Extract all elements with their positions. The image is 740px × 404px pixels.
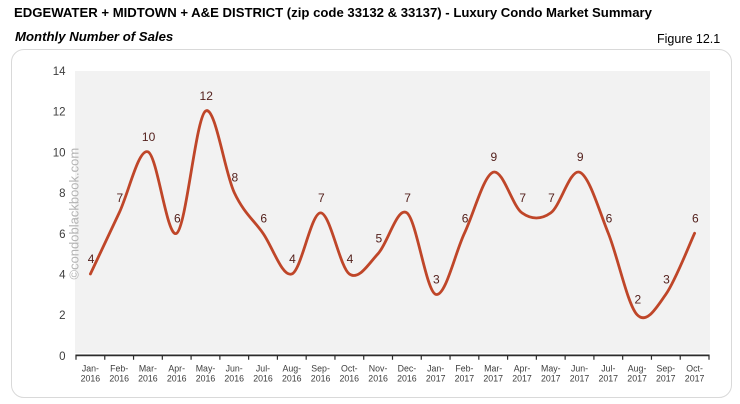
svg-text:3: 3 <box>433 272 440 286</box>
svg-text:Jun-: Jun- <box>571 363 588 373</box>
svg-text:8: 8 <box>232 171 239 185</box>
svg-text:Sep-: Sep- <box>311 363 330 373</box>
svg-text:9: 9 <box>491 150 498 164</box>
svg-text:Aug-: Aug- <box>283 363 302 373</box>
svg-text:2016: 2016 <box>224 373 244 383</box>
svg-text:2017: 2017 <box>599 373 619 383</box>
svg-text:6: 6 <box>462 211 469 225</box>
svg-text:6: 6 <box>606 211 613 225</box>
svg-text:2016: 2016 <box>311 373 331 383</box>
svg-text:9: 9 <box>577 150 584 164</box>
svg-text:4: 4 <box>88 252 95 266</box>
svg-text:4: 4 <box>347 252 354 266</box>
svg-text:Dec-: Dec- <box>398 363 417 373</box>
svg-text:Aug-: Aug- <box>628 363 647 373</box>
svg-text:2016: 2016 <box>368 373 388 383</box>
svg-text:6: 6 <box>59 229 65 241</box>
svg-text:8: 8 <box>59 188 65 200</box>
svg-text:Jul-: Jul- <box>256 363 270 373</box>
svg-text:4: 4 <box>59 270 66 282</box>
svg-text:Jan-: Jan- <box>82 363 99 373</box>
svg-text:2016: 2016 <box>282 373 302 383</box>
svg-text:May-: May- <box>541 363 561 373</box>
svg-text:3: 3 <box>663 272 670 286</box>
svg-text:2: 2 <box>634 293 641 307</box>
svg-text:2017: 2017 <box>656 373 676 383</box>
svg-text:2016: 2016 <box>109 373 129 383</box>
svg-text:12: 12 <box>200 89 214 103</box>
svg-text:Mar-: Mar- <box>484 363 502 373</box>
svg-text:2017: 2017 <box>455 373 475 383</box>
svg-text:Jul-: Jul- <box>601 363 615 373</box>
svg-text:2016: 2016 <box>340 373 360 383</box>
svg-text:2017: 2017 <box>512 373 532 383</box>
svg-text:0: 0 <box>59 351 65 363</box>
svg-text:2: 2 <box>59 310 65 322</box>
svg-text:2016: 2016 <box>81 373 101 383</box>
svg-text:2016: 2016 <box>167 373 187 383</box>
svg-text:7: 7 <box>548 191 555 205</box>
svg-text:2017: 2017 <box>541 373 561 383</box>
svg-text:Nov-: Nov- <box>369 363 388 373</box>
svg-text:2016: 2016 <box>397 373 417 383</box>
svg-text:2017: 2017 <box>627 373 647 383</box>
svg-text:14: 14 <box>53 66 66 78</box>
svg-text:2016: 2016 <box>138 373 158 383</box>
svg-text:2016: 2016 <box>253 373 273 383</box>
svg-text:10: 10 <box>53 147 66 159</box>
svg-text:Oct-: Oct- <box>341 363 358 373</box>
svg-text:2017: 2017 <box>426 373 446 383</box>
svg-text:Feb-: Feb- <box>110 363 128 373</box>
svg-text:6: 6 <box>260 211 267 225</box>
svg-text:Feb-: Feb- <box>455 363 473 373</box>
svg-text:Sep-: Sep- <box>657 363 676 373</box>
svg-text:May-: May- <box>196 363 216 373</box>
svg-text:6: 6 <box>174 211 181 225</box>
svg-text:6: 6 <box>692 211 699 225</box>
svg-text:2017: 2017 <box>483 373 503 383</box>
svg-text:Jan-: Jan- <box>427 363 444 373</box>
svg-text:5: 5 <box>375 232 382 246</box>
svg-text:12: 12 <box>53 107 66 119</box>
svg-text:7: 7 <box>404 191 411 205</box>
svg-text:Mar-: Mar- <box>139 363 157 373</box>
svg-text:2017: 2017 <box>570 373 590 383</box>
svg-text:Jun-: Jun- <box>226 363 243 373</box>
svg-text:2017: 2017 <box>685 373 705 383</box>
svg-text:7: 7 <box>519 191 526 205</box>
svg-text:©condoblackbook.com: ©condoblackbook.com <box>67 148 82 280</box>
svg-text:7: 7 <box>318 191 325 205</box>
svg-text:2016: 2016 <box>196 373 216 383</box>
svg-text:Apr-: Apr- <box>168 363 185 373</box>
svg-text:Apr-: Apr- <box>514 363 531 373</box>
svg-text:7: 7 <box>117 191 124 205</box>
svg-text:10: 10 <box>142 130 156 144</box>
svg-text:Oct-: Oct- <box>686 363 703 373</box>
svg-text:4: 4 <box>289 252 296 266</box>
